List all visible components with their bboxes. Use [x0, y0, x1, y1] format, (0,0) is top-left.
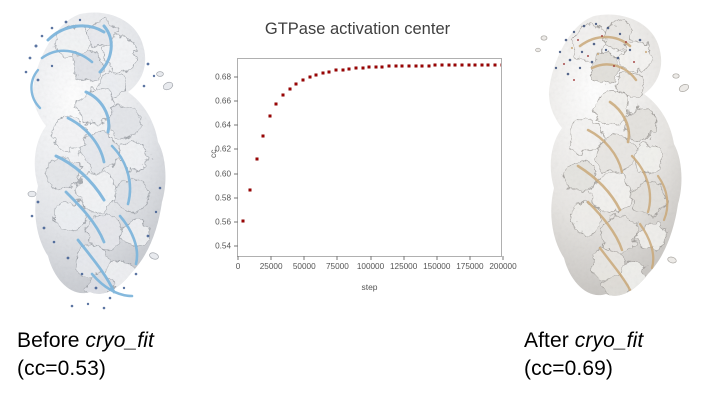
data-point: [248, 188, 252, 192]
chart-title: GTPase activation center: [264, 20, 451, 38]
data-point: [361, 66, 365, 70]
data-point: [341, 68, 345, 72]
x-tick: [303, 256, 305, 260]
cc-vs-step-chart: GTPase activation center 0.54 0.56 0.58 0.6…: [205, 10, 517, 300]
caption-before-prefix: Before: [17, 329, 86, 352]
data-point: [407, 64, 411, 68]
data-point: [354, 66, 358, 70]
y-tick: [234, 245, 238, 247]
y-tick-label: 0.58: [215, 193, 231, 203]
caption-after-cc: (cc=0.69): [524, 356, 614, 380]
x-tick-label: 50000: [292, 262, 316, 271]
data-point: [255, 157, 259, 161]
data-point: [467, 63, 471, 67]
data-point: [274, 102, 278, 106]
caption-before: Before cryo_fit (cc=0.53): [17, 327, 154, 383]
data-point: [314, 73, 318, 77]
y-tick-label: 0.68: [215, 72, 231, 82]
caption-before-italic: cryo_fit: [85, 329, 154, 352]
x-tick-label: 175000: [456, 262, 484, 271]
data-point: [308, 75, 312, 79]
data-point: [241, 219, 245, 223]
data-point: [387, 64, 391, 68]
data-point: [473, 63, 477, 67]
data-point: [327, 70, 331, 74]
plot-area: [238, 59, 501, 256]
data-point: [294, 82, 298, 86]
x-tick: [436, 256, 438, 260]
x-tick: [270, 256, 272, 260]
y-tick: [234, 221, 238, 223]
data-point: [261, 134, 265, 138]
data-point: [301, 78, 305, 82]
data-point: [394, 64, 398, 68]
y-tick: [234, 124, 238, 126]
data-point: [380, 65, 384, 69]
data-point: [367, 65, 371, 69]
data-point: [288, 87, 292, 91]
plot-frame: 0.54 0.56 0.58 0.60 0.62 0.64 0.66 0.68 0 25000 5…: [215, 58, 517, 271]
y-tick: [234, 197, 238, 199]
y-tick: [234, 173, 238, 175]
x-tick-label: 150000: [423, 262, 451, 271]
data-point: [453, 63, 457, 67]
x-tick-label: 200000: [489, 262, 517, 271]
y-tick: [234, 76, 238, 78]
y-axis-title: cc: [208, 149, 218, 159]
data-point: [321, 71, 325, 75]
x-tick-label: 75000: [325, 262, 349, 271]
x-tick-label: 125000: [389, 262, 418, 271]
molecule-svg-after: [535, 14, 690, 296]
data-point: [433, 63, 437, 67]
y-tick-label: 0.64: [215, 120, 231, 130]
data-point: [414, 64, 418, 68]
data-point: [486, 63, 490, 67]
x-axis-title: step: [361, 282, 378, 292]
x-tick-label: 25000: [259, 262, 283, 271]
y-tick-label: 0.56: [215, 217, 231, 227]
data-point: [268, 114, 272, 118]
data-point: [420, 64, 424, 68]
x-tick: [502, 256, 504, 260]
x-tick: [336, 256, 338, 260]
x-tick: [237, 256, 239, 260]
y-tick-label: 0.60: [215, 169, 231, 179]
molecule-render-after: [522, 6, 712, 316]
data-point: [281, 93, 285, 97]
x-tick-label: 0: [235, 262, 241, 271]
molecule-svg-before: [24, 12, 174, 310]
y-tick-label: 0.66: [215, 96, 231, 106]
caption-before-cc: (cc=0.53): [17, 356, 107, 380]
data-point: [493, 63, 497, 67]
data-point: [440, 63, 444, 67]
data-point: [374, 65, 378, 69]
caption-after: After cryo_fit (cc=0.69): [524, 327, 643, 383]
data-point: [460, 63, 464, 67]
x-tick-label: 100000: [356, 262, 385, 271]
x-tick: [370, 256, 371, 260]
data-point: [480, 63, 484, 67]
y-tick: [234, 148, 238, 150]
y-tick-label: 0.62: [215, 144, 231, 154]
data-point: [500, 63, 501, 67]
data-point: [347, 67, 351, 71]
caption-after-italic: cryo_fit: [574, 329, 644, 352]
data-point: [400, 64, 404, 68]
x-tick: [403, 256, 405, 260]
data-point: [334, 68, 338, 72]
data-point: [427, 64, 431, 67]
y-tick: [234, 100, 238, 102]
molecule-render-before: [8, 6, 198, 316]
data-point: [447, 63, 451, 67]
caption-after-prefix: After: [524, 329, 575, 352]
y-tick-label: 0.54: [215, 241, 231, 251]
x-tick: [469, 256, 471, 260]
